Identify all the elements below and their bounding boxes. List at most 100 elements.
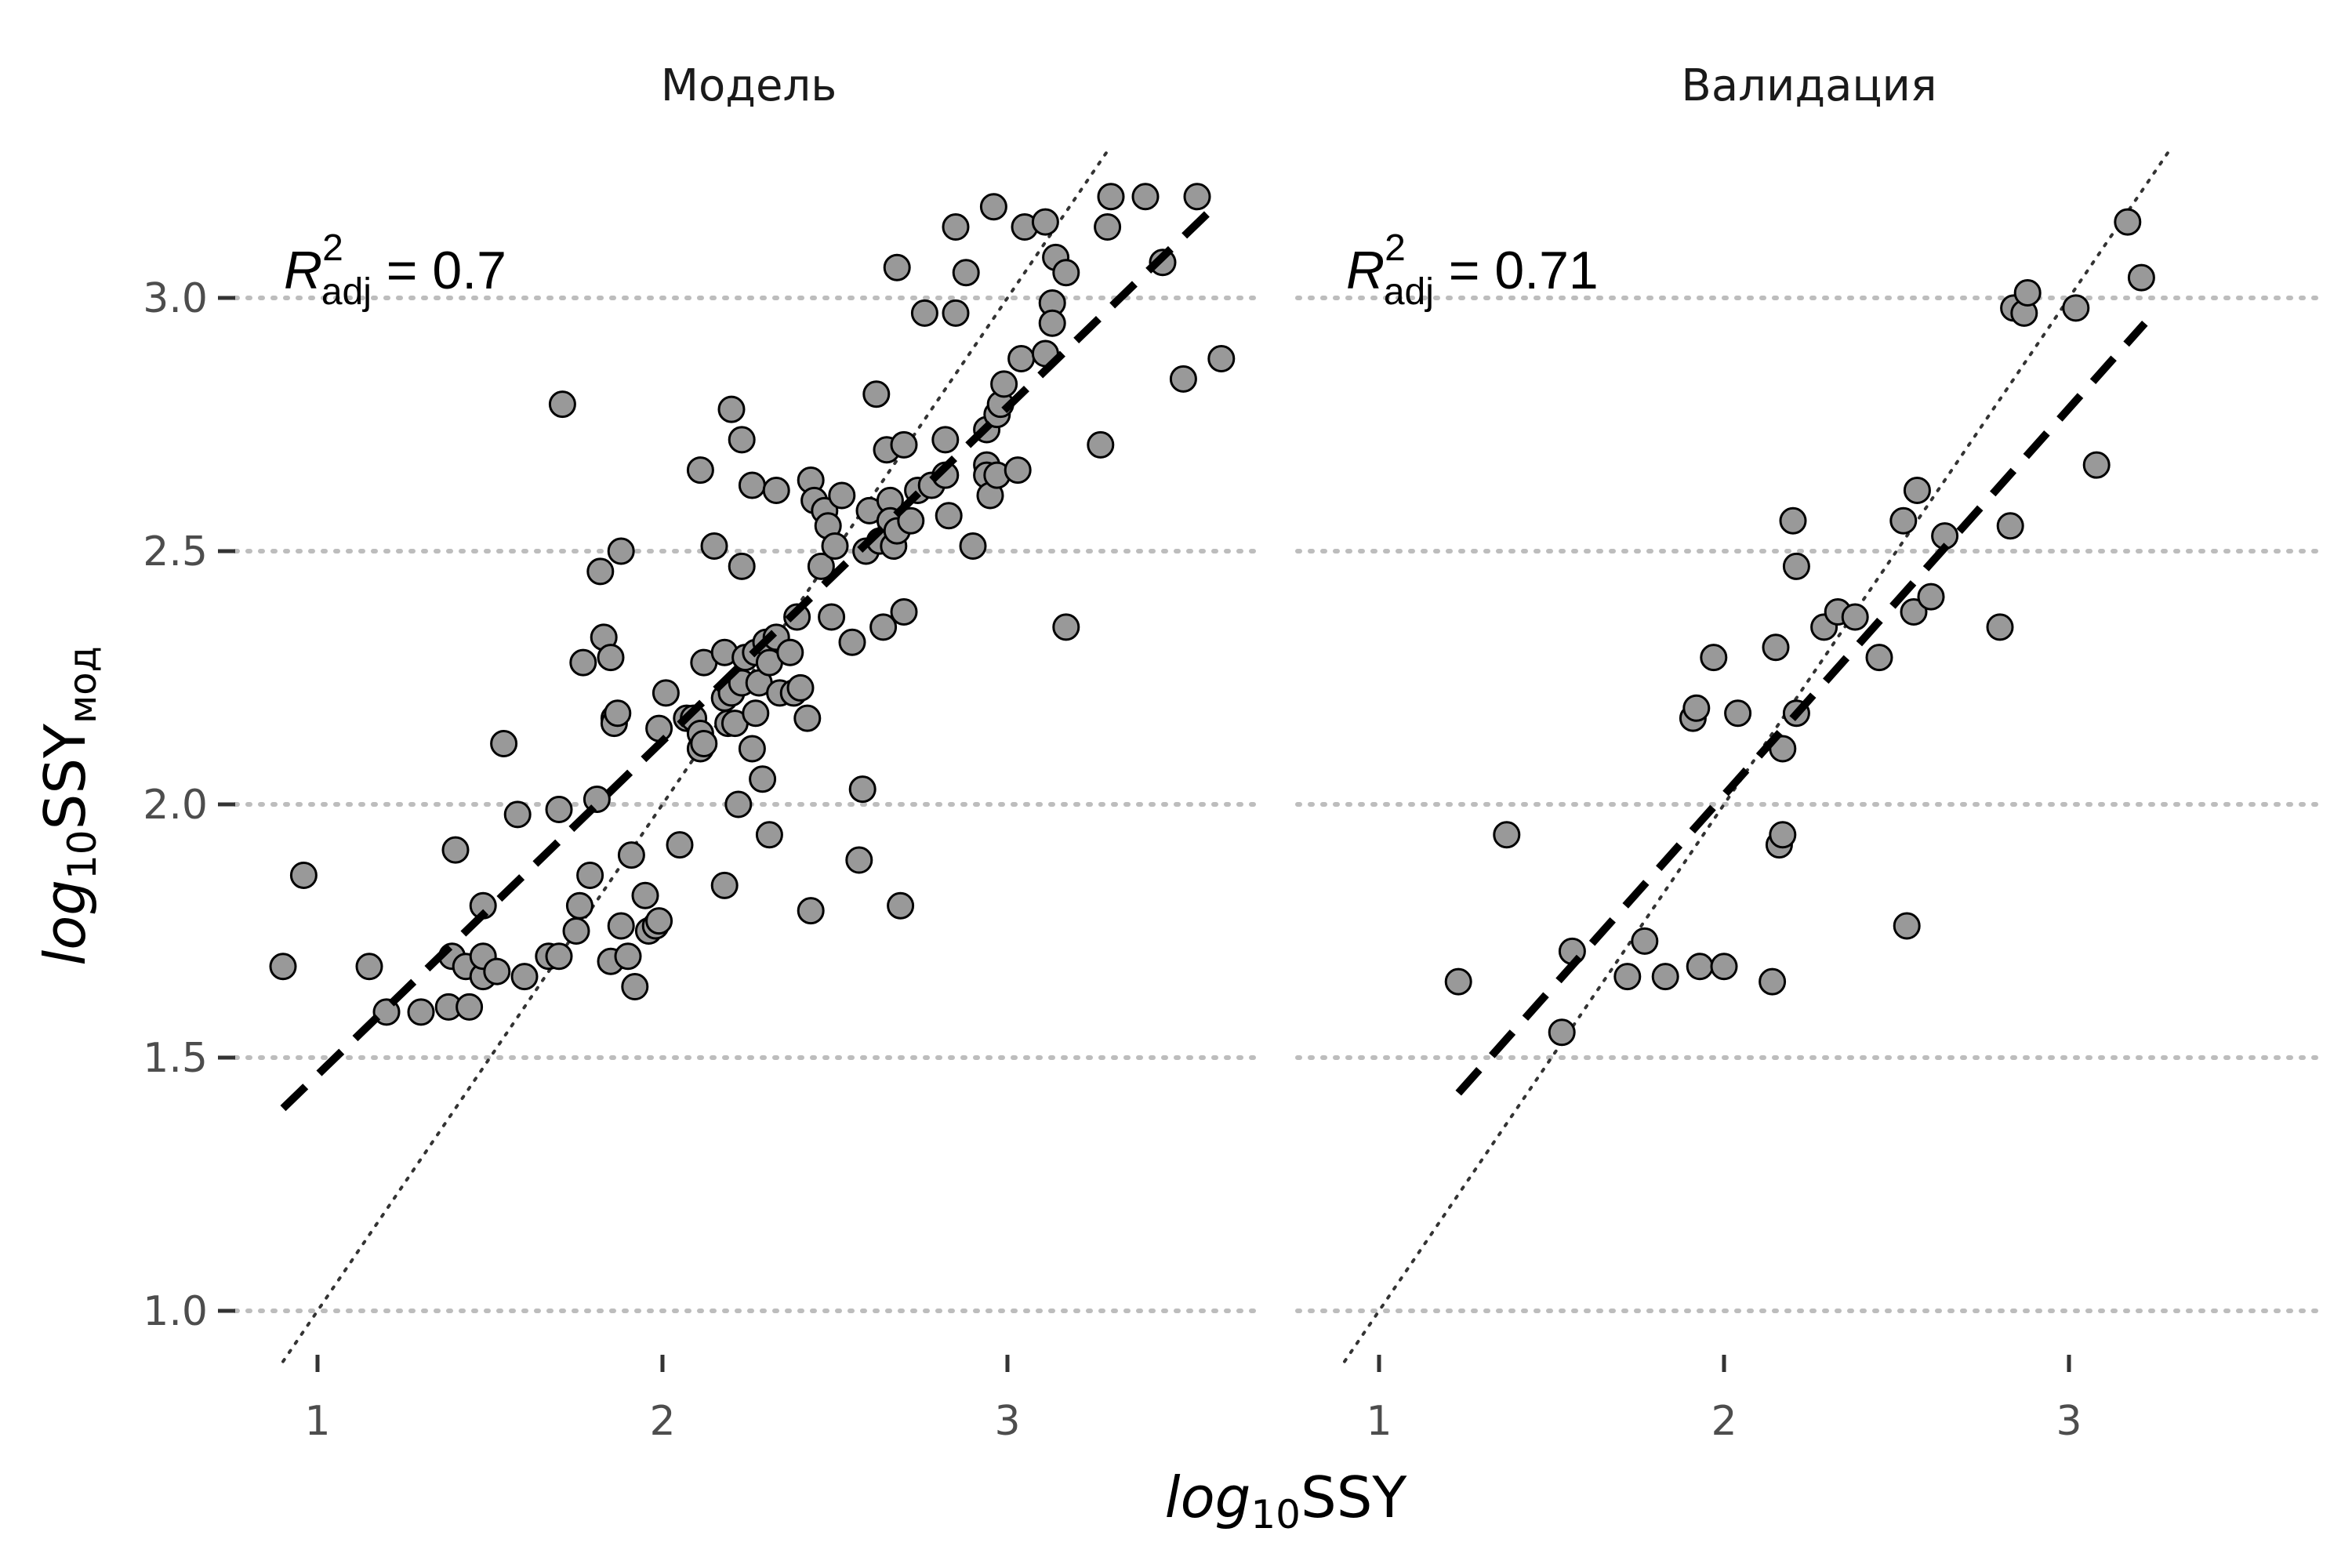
data-point <box>1038 309 1066 337</box>
data-point <box>818 603 846 631</box>
y-axis-title: log10SSYмод <box>32 646 105 966</box>
data-point <box>1007 345 1036 373</box>
data-point <box>742 699 770 728</box>
data-point <box>565 891 593 920</box>
data-point <box>2127 263 2155 292</box>
data-point <box>597 644 625 672</box>
data-point <box>848 775 877 804</box>
y-tick-label: 2.5 <box>143 528 208 575</box>
data-point <box>862 380 891 408</box>
r2-annotation: R2 adj = 0.71 <box>1346 227 1599 313</box>
data-point <box>728 552 756 580</box>
data-point <box>710 871 739 899</box>
data-point <box>607 537 635 565</box>
data-point <box>1631 927 1659 955</box>
data-point <box>645 907 673 935</box>
data-point <box>1889 506 1918 535</box>
data-point <box>631 881 659 909</box>
data-point <box>776 638 804 666</box>
data-point <box>910 299 938 327</box>
data-point <box>441 836 470 864</box>
regression-line <box>280 204 1218 1112</box>
x-tick-label: 1 <box>1366 1398 1392 1445</box>
x-axis-title: log10SSY <box>1165 1465 1408 1537</box>
data-point <box>979 193 1007 221</box>
data-point <box>1004 456 1032 485</box>
data-point <box>483 957 511 985</box>
x-tick-label: 3 <box>2056 1398 2082 1445</box>
data-point <box>1087 430 1115 459</box>
data-point <box>1094 213 1122 241</box>
data-point <box>645 714 673 742</box>
data-point <box>838 628 866 656</box>
data-point <box>793 704 822 732</box>
y-tick-label: 1.0 <box>143 1288 208 1335</box>
data-point <box>942 299 970 327</box>
data-point <box>1493 821 1521 849</box>
data-point <box>407 998 435 1026</box>
data-point <box>548 390 576 419</box>
data-point <box>897 506 925 535</box>
data-point <box>1097 183 1125 211</box>
data-point <box>1613 963 1642 991</box>
facet-title: Модель <box>661 60 837 111</box>
data-point <box>621 973 649 1001</box>
data-point <box>869 613 898 641</box>
data-point <box>269 953 297 981</box>
data-point <box>728 426 756 454</box>
x-tick-label: 3 <box>994 1398 1020 1445</box>
data-point <box>617 841 645 869</box>
data-point <box>562 917 590 945</box>
data-point <box>738 735 766 763</box>
data-point <box>717 395 746 423</box>
data-point <box>545 942 573 971</box>
data-point <box>1893 912 1921 940</box>
data-point <box>755 821 783 849</box>
data-point <box>959 532 987 561</box>
data-point <box>797 897 825 925</box>
data-point <box>990 370 1018 398</box>
data-points <box>269 183 2155 1047</box>
data-point <box>666 831 694 859</box>
x-tick-label: 2 <box>649 1398 675 1445</box>
data-point <box>1444 967 1472 996</box>
data-point <box>690 729 718 757</box>
grid <box>218 296 2323 1372</box>
data-point <box>2062 294 2090 322</box>
data-point <box>1724 699 1752 728</box>
data-point <box>569 648 597 677</box>
data-point <box>686 456 714 485</box>
data-point <box>1686 953 1714 981</box>
reference-lines <box>281 144 2174 1363</box>
data-point <box>510 963 539 991</box>
data-point <box>845 846 873 874</box>
facet-title: Валидация <box>1681 60 1936 111</box>
data-point <box>931 426 960 454</box>
data-point <box>1782 552 1810 580</box>
data-point <box>372 998 401 1026</box>
data-point <box>586 557 615 586</box>
data-point <box>738 471 766 499</box>
y-tick-label: 2.0 <box>143 782 208 829</box>
data-point <box>1996 512 2024 540</box>
data-point <box>1900 598 1928 626</box>
data-point <box>952 259 980 287</box>
data-point <box>1169 365 1197 393</box>
y-tick-label: 1.5 <box>143 1035 208 1082</box>
data-point <box>807 552 835 580</box>
data-point <box>890 430 918 459</box>
x-tick-label: 1 <box>304 1398 330 1445</box>
data-point <box>1917 583 1945 611</box>
data-point <box>289 861 318 889</box>
data-point <box>607 912 635 940</box>
data-point <box>1052 613 1080 641</box>
data-point <box>355 953 383 981</box>
data-point <box>1903 476 1931 504</box>
fit-lines <box>280 204 2148 1112</box>
r2-annotation: R2 adj = 0.7 <box>284 227 506 313</box>
data-point <box>1031 208 1059 236</box>
data-point <box>1682 694 1711 722</box>
data-point <box>762 476 790 504</box>
